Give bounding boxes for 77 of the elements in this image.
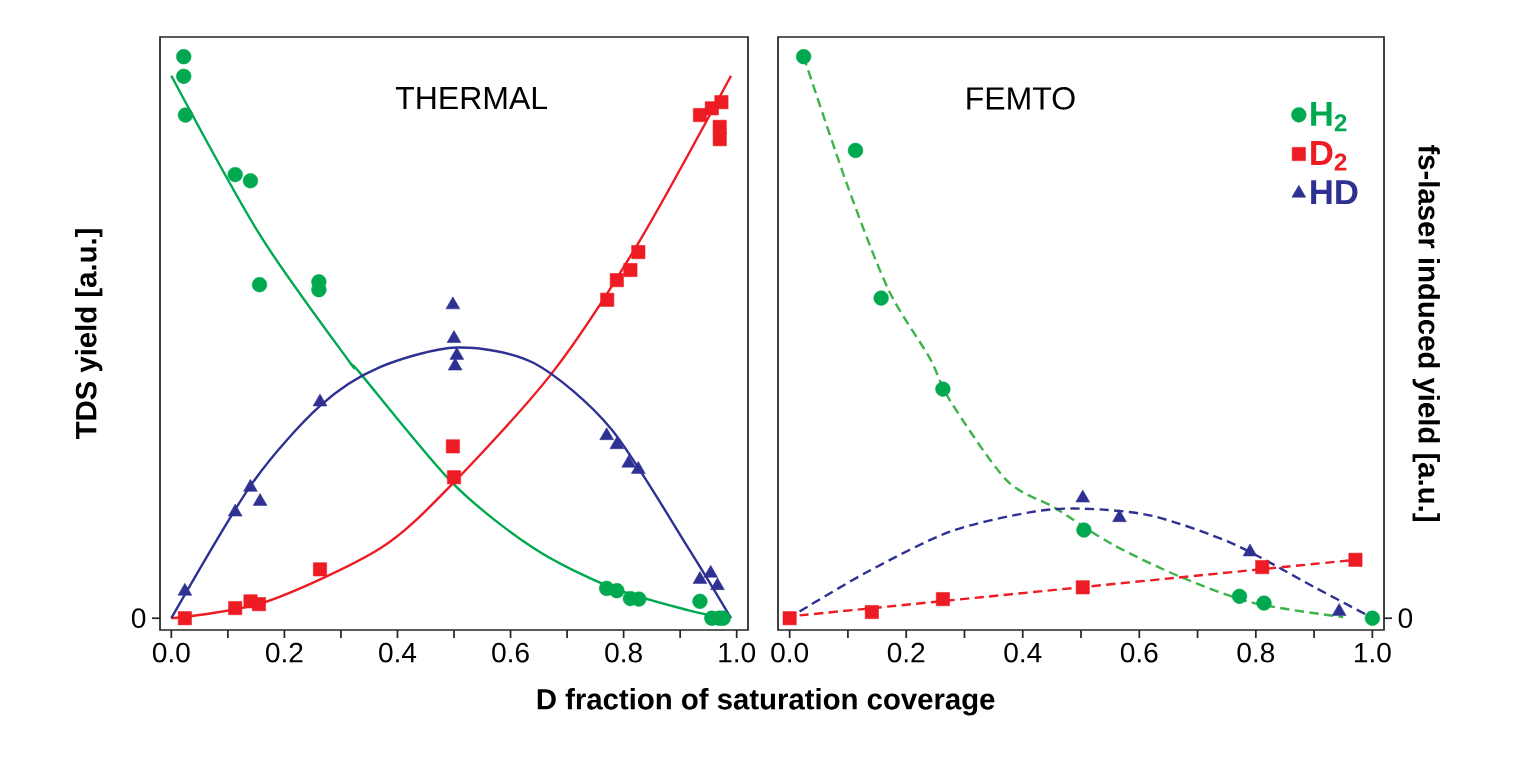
x-tick-label: 0.4 (1004, 642, 1042, 663)
point (251, 277, 268, 293)
point (176, 49, 192, 65)
point (1076, 522, 1092, 538)
point (621, 454, 636, 468)
point (177, 611, 192, 626)
point (312, 393, 328, 407)
x-tick-label: 0.0 (152, 642, 190, 663)
point (177, 582, 193, 596)
y-axis-title: fs-laser induced yield [a.u.] (1412, 144, 1440, 521)
point (600, 292, 615, 307)
point (935, 381, 951, 397)
point (609, 436, 625, 449)
point (445, 439, 460, 454)
point (873, 290, 889, 306)
point (228, 503, 243, 517)
point (935, 592, 950, 607)
point (631, 245, 646, 260)
point (1112, 509, 1127, 522)
point (243, 479, 258, 492)
point (692, 571, 708, 584)
point (609, 583, 625, 599)
point (1331, 603, 1347, 616)
point (449, 347, 465, 360)
point (1075, 580, 1090, 595)
point (242, 173, 259, 189)
point (782, 611, 797, 626)
point (847, 142, 864, 159)
point (796, 49, 812, 65)
point (1242, 543, 1258, 557)
legend-label: HD (1311, 180, 1358, 205)
point (703, 565, 718, 578)
x-tick-label: 1.0 (719, 642, 756, 663)
point (693, 108, 707, 122)
point (631, 461, 646, 474)
x-axis-title: D fraction of saturation coverage (537, 688, 995, 716)
x-tick-label: 0.6 (1120, 642, 1158, 663)
x-tick-label: 0.2 (887, 642, 925, 663)
point (1255, 560, 1270, 575)
point (447, 470, 461, 485)
point (177, 107, 194, 123)
x-tick-label: 0.2 (266, 642, 303, 663)
point (447, 357, 463, 371)
point (313, 562, 327, 577)
point (445, 296, 461, 310)
point (1075, 489, 1090, 503)
point (446, 330, 462, 343)
point (1231, 588, 1248, 604)
legend-label: D$_{2}$ (1311, 141, 1347, 171)
point (864, 605, 879, 619)
text: 0 (1398, 608, 1413, 629)
point (176, 68, 192, 84)
y-axis-title: TDS yield [a.u.] (75, 229, 103, 440)
point (609, 273, 624, 288)
legend-label: H$_{2}$ (1311, 101, 1347, 132)
point (252, 493, 268, 506)
point (1348, 552, 1363, 567)
text: 0 (131, 608, 146, 629)
point (710, 577, 725, 590)
x-tick-label: 1.0 (1355, 642, 1391, 663)
x-tick-label: 0.4 (379, 642, 417, 663)
x-tick-label: 0.8 (1237, 642, 1275, 663)
point (599, 427, 614, 440)
point (1256, 595, 1272, 611)
x-tick-label: 0.6 (492, 642, 529, 663)
text: THERMAL (395, 87, 548, 110)
point (228, 601, 243, 616)
x-tick-label: 0.8 (605, 642, 642, 663)
x-tick-label: 0.0 (771, 642, 809, 663)
point (714, 95, 729, 110)
point (252, 597, 266, 612)
point (1364, 610, 1380, 626)
point (623, 263, 638, 277)
point (712, 119, 727, 134)
text: FEMTO (967, 87, 1075, 110)
point (692, 593, 708, 609)
point (227, 166, 243, 183)
